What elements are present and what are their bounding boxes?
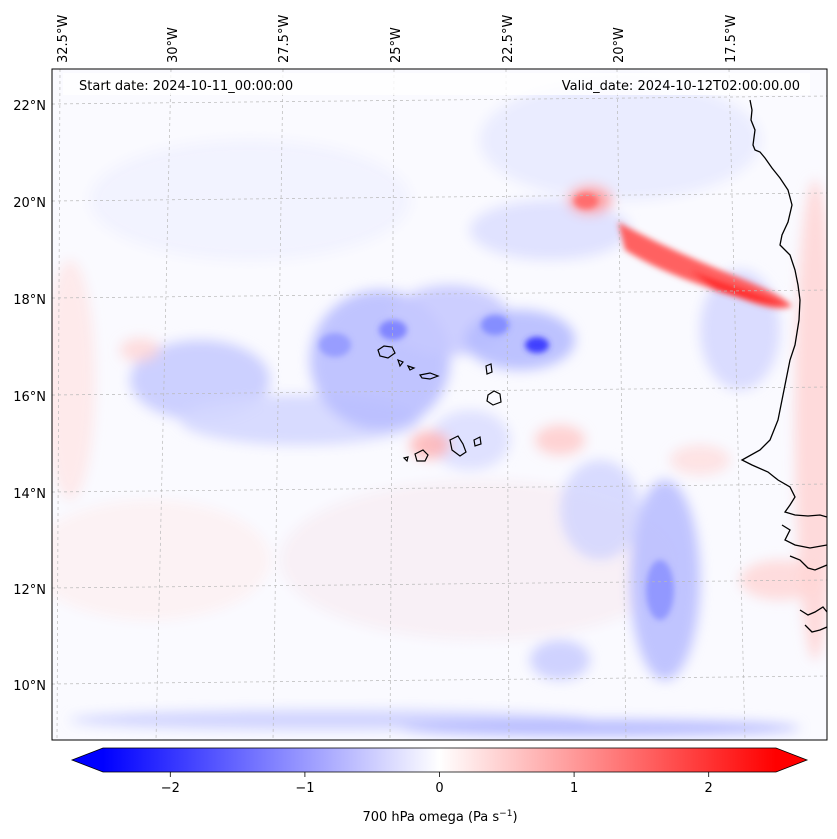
map-panel: Start date: 2024-10-11_00:00:00 Valid_da…: [51, 68, 828, 741]
colorbar-outline: [70, 747, 809, 773]
colorbar-label: 700 hPa omega (Pa s−1): [362, 809, 517, 825]
cape-verde-islands: [377, 345, 502, 463]
lat-label: 18°N: [13, 293, 46, 308]
gridlines: [52, 69, 827, 740]
colorbar-tick-label: −2: [161, 781, 180, 796]
lat-label: 14°N: [13, 487, 46, 502]
coastline: [740, 99, 827, 633]
longitude-labels: 32.5°W 30°W 27.5°W 25°W 22.5°W 20°W 17.5…: [56, 15, 739, 63]
colorbar-tick-label: 2: [705, 781, 713, 796]
lon-label: 17.5°W: [724, 15, 739, 63]
colorbar-tick-label: 1: [570, 781, 578, 796]
colorbar-ticks: −2 −1 0 1 2: [161, 772, 713, 796]
start-date-label: Start date: 2024-10-11_00:00:00: [79, 79, 293, 94]
valid-date-label: Valid_date: 2024-10-12T02:00:00.00: [562, 79, 800, 94]
omega-field: [52, 80, 827, 736]
lon-label: 27.5°W: [277, 15, 292, 63]
date-header-bar: [63, 73, 810, 95]
colorbar-tick-label: −1: [295, 781, 314, 796]
lon-label: 25°W: [389, 27, 404, 63]
lat-label: 12°N: [13, 583, 46, 598]
colorbar-tick-label: 0: [435, 781, 443, 796]
lon-label: 22.5°W: [501, 15, 516, 63]
lon-label: 20°W: [612, 27, 627, 63]
colorbar: −2 −1 0 1 2 700 hPa omega (Pa s−1): [70, 747, 809, 825]
map-frame: [51, 68, 828, 741]
lat-label: 22°N: [13, 99, 46, 114]
colorbar-max-extend: [776, 748, 807, 772]
lon-label: 32.5°W: [56, 15, 71, 63]
lat-label: 10°N: [13, 679, 46, 694]
colorbar-body: [103, 748, 776, 772]
lon-label: 30°W: [166, 27, 181, 63]
lat-label: 16°N: [13, 390, 46, 405]
colorbar-min-extend: [72, 748, 103, 772]
lat-label: 20°N: [13, 196, 46, 211]
latitude-labels: 22°N 20°N 18°N 16°N 14°N 12°N 10°N: [13, 99, 46, 694]
